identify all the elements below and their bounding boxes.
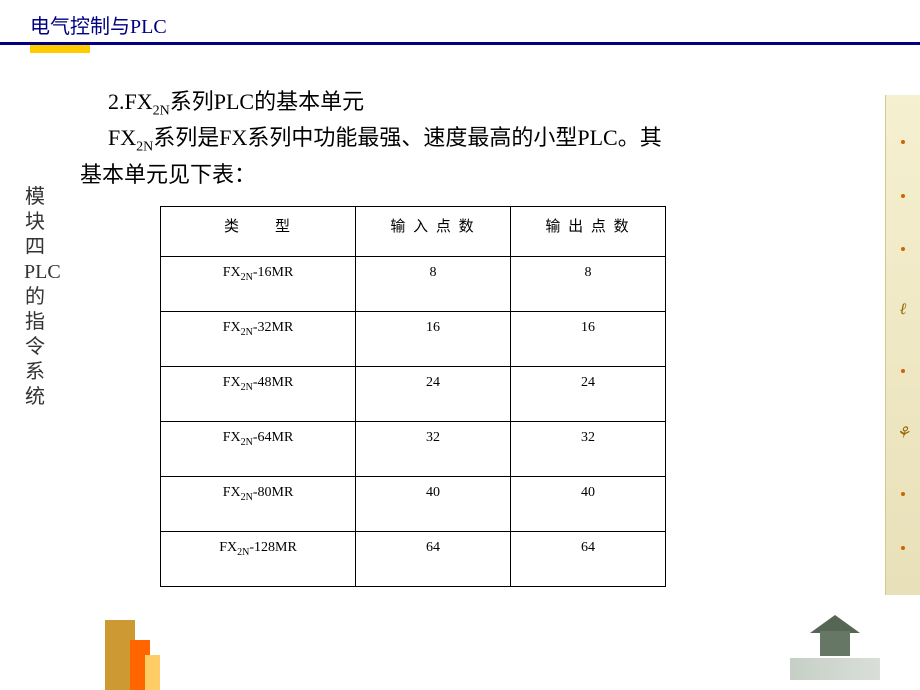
pavilion-body [820,631,850,656]
table-row: FX2N-128MR6464 [161,531,666,586]
col-header-input: 输 入 点 数 [356,206,511,256]
header-divider-yellow [30,45,90,53]
decoration-reflection [790,658,880,680]
cell-input: 64 [356,531,511,586]
text-segment: 系列PLC的基本单元 [170,89,364,114]
cell-type: FX2N-128MR [161,531,356,586]
text-segment: FX [108,125,136,150]
cell-output: 8 [511,256,666,311]
decoration-dot [901,140,905,144]
decoration-dot [901,492,905,496]
cell-input: 24 [356,366,511,421]
decoration-mark: ⚘ [896,423,910,443]
decoration-pavilion [810,615,860,660]
decoration-dot [901,546,905,550]
col-header-type: 类 型 [161,206,356,256]
text-segment: 2.FX [108,89,153,114]
cell-output: 32 [511,421,666,476]
table-row: FX2N-64MR3232 [161,421,666,476]
text-segment: 系列是FX系列中功能最强、速度最高的小型PLC。其 [153,125,661,150]
table-row: FX2N-16MR88 [161,256,666,311]
cell-input: 8 [356,256,511,311]
table-row: FX2N-80MR4040 [161,476,666,531]
decoration-right-strip: ℓ ⚘ [885,95,920,595]
cell-type: FX2N-48MR [161,366,356,421]
sidebar-chapter-title: 模块四 PLC的指令系统 [24,185,46,410]
cell-input: 40 [356,476,511,531]
subscript: 2N [153,103,170,118]
decoration-dot [901,369,905,373]
decoration-bars [105,620,160,690]
cell-output: 16 [511,311,666,366]
cell-type: FX2N-80MR [161,476,356,531]
header-divider-navy [0,42,920,45]
cell-type: FX2N-32MR [161,311,356,366]
header-title: 电气控制与PLC [30,10,167,39]
main-content: 2.FX2N系列PLC的基本单元 FX2N系列是FX系列中功能最强、速度最高的小… [80,85,860,587]
table-row: FX2N-32MR1616 [161,311,666,366]
cell-type: FX2N-16MR [161,256,356,311]
col-header-output: 输 出 点 数 [511,206,666,256]
decoration-dot [901,247,905,251]
subscript: 2N [136,140,153,155]
table-row: FX2N-48MR2424 [161,366,666,421]
cell-input: 32 [356,421,511,476]
body-text: 2.FX2N系列PLC的基本单元 FX2N系列是FX系列中功能最强、速度最高的小… [80,85,860,191]
cell-output: 24 [511,366,666,421]
plc-units-table: 类 型 输 入 点 数 输 出 点 数 FX2N-16MR88FX2N-32MR… [160,206,666,587]
cell-input: 16 [356,311,511,366]
cell-output: 64 [511,531,666,586]
decoration-bar [145,655,160,690]
text-segment: 基本单元见下表： [80,158,860,191]
decoration-dot [901,194,905,198]
decoration-pavilion-image [790,610,880,680]
cell-output: 40 [511,476,666,531]
table-header-row: 类 型 输 入 点 数 输 出 点 数 [161,206,666,256]
decoration-mark: ℓ [900,301,907,319]
cell-type: FX2N-64MR [161,421,356,476]
